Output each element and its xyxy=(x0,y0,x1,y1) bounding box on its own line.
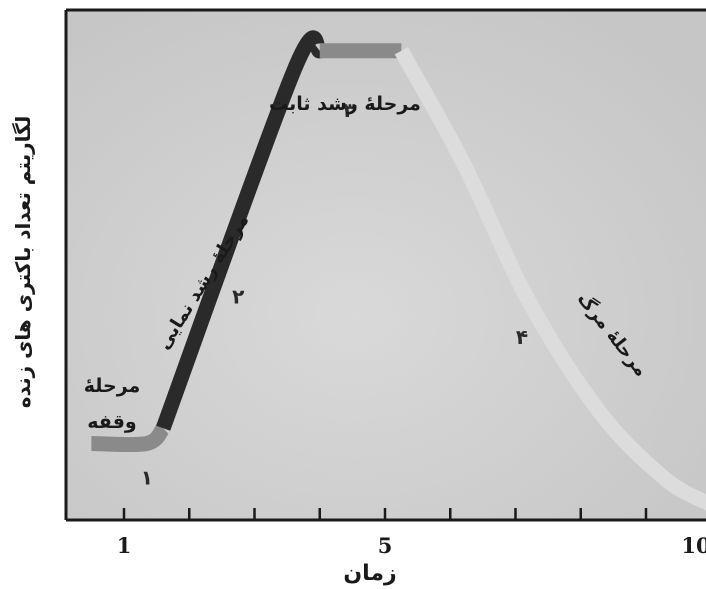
plot-area xyxy=(66,10,706,520)
lag-phase-label-line1: مرحلهٔ xyxy=(84,375,141,397)
phase-number: ۲ xyxy=(232,284,244,308)
phase-numbers: ۱ ۲ ۳ ۴ xyxy=(141,98,528,489)
x-ticks xyxy=(122,508,648,520)
x-tick-label: 5 xyxy=(378,533,393,558)
phase-number: ۴ xyxy=(516,325,528,349)
phase-number: ۳ xyxy=(343,98,355,122)
lag-phase-segment xyxy=(91,422,170,453)
x-tick-labels: 1 5 10 xyxy=(117,533,706,558)
x-axis-label: زمان xyxy=(343,561,396,586)
lag-phase-label-line2: وقفه xyxy=(87,411,136,433)
stationary-phase-label: مرحلهٔ رشد ثابت xyxy=(269,93,421,115)
x-tick-label: 10 xyxy=(681,533,706,558)
exponential-phase-segment xyxy=(156,30,328,431)
death-phase-segment xyxy=(394,47,706,511)
phase-number: ۱ xyxy=(141,465,153,489)
y-axis-label: لگاریتم تعداد باکتری های زنده xyxy=(11,116,35,409)
x-tick-label: 1 xyxy=(117,533,132,558)
growth-curve xyxy=(91,30,706,511)
